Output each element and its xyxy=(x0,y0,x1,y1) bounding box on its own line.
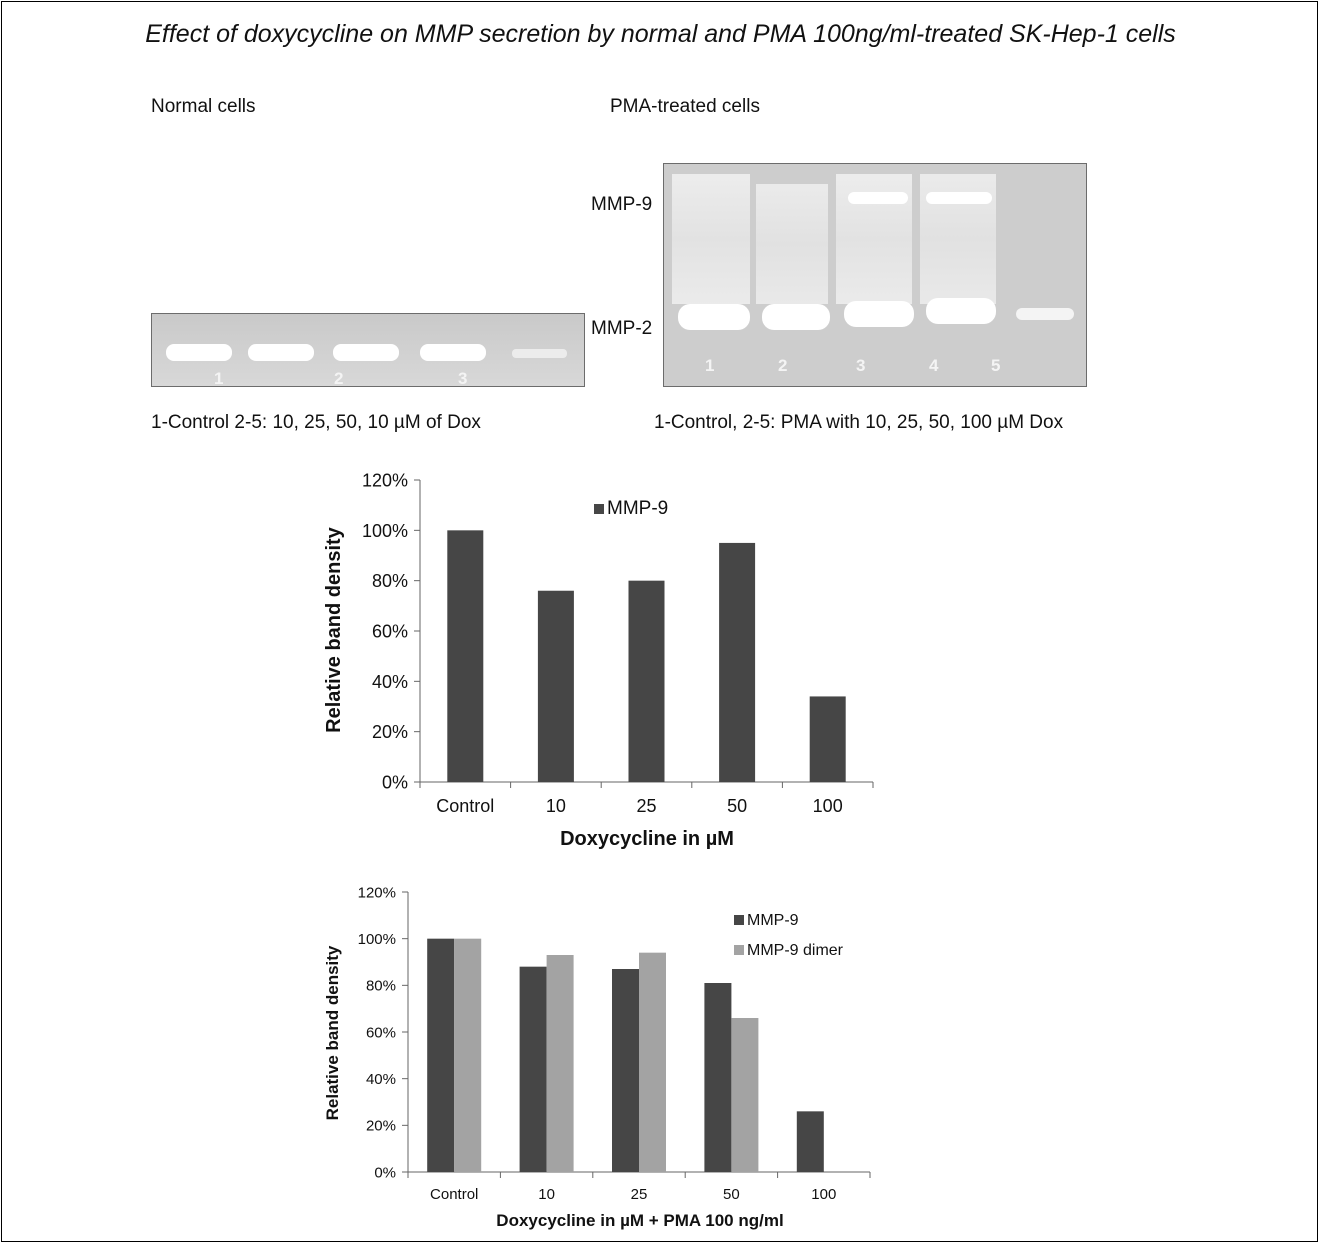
gel-band xyxy=(512,349,567,358)
gel-band xyxy=(420,344,486,361)
lane-number: 1 xyxy=(214,369,223,386)
normal-cells-caption: 1-Control 2-5: 10, 25, 50, 10 µM of Dox xyxy=(151,412,481,433)
gel-band xyxy=(844,301,914,327)
normal-cells-gel: 1 2 3 xyxy=(151,313,585,387)
lane-number: 5 xyxy=(991,356,1000,375)
lane-number: 4 xyxy=(929,356,939,375)
mmp9-band-label: MMP-9 xyxy=(591,194,653,215)
gel-band xyxy=(762,304,830,330)
gel-band xyxy=(848,192,908,204)
pma-cells-gel: 1 2 3 4 5 xyxy=(663,163,1087,387)
gel-band xyxy=(926,298,996,324)
mmp2-band-label: MMP-2 xyxy=(591,318,653,339)
gel-band xyxy=(926,192,992,204)
gel-band xyxy=(678,304,750,330)
lane-number: 2 xyxy=(334,369,343,386)
gel-band xyxy=(333,344,399,361)
pma-cells-caption: 1-Control, 2-5: PMA with 10, 25, 50, 100… xyxy=(654,412,1064,433)
figure-title: Effect of doxycycline on MMP secretion b… xyxy=(145,20,1176,48)
lane-number: 1 xyxy=(705,356,714,375)
gel-smear xyxy=(672,174,750,304)
lane-number: 3 xyxy=(856,356,865,375)
lane-number: 2 xyxy=(778,356,787,375)
normal-cells-label: Normal cells xyxy=(151,96,256,117)
lane-number: 3 xyxy=(458,369,467,386)
pma-cells-label: PMA-treated cells xyxy=(610,96,760,117)
gel-band xyxy=(166,344,232,361)
gel-band xyxy=(1016,308,1074,320)
gel-band xyxy=(248,344,314,361)
gel-smear xyxy=(756,184,828,304)
